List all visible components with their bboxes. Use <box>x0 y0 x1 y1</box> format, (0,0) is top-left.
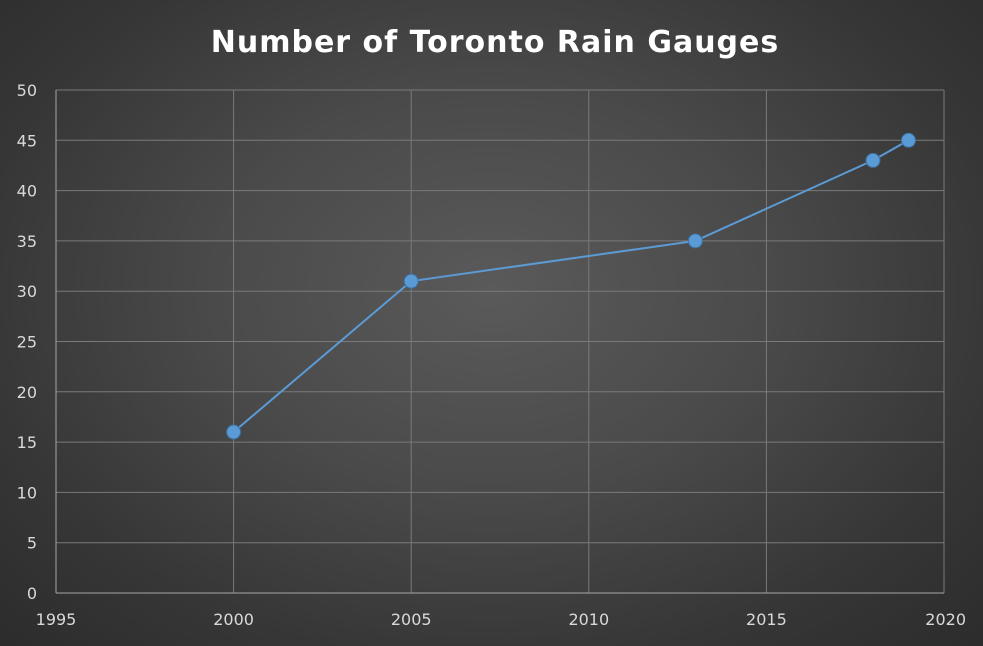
y-tick-label: 20 <box>17 383 37 402</box>
x-axis-tick-labels: 1995 2000 2005 2010 2015 2020 <box>36 610 966 629</box>
data-point <box>687 233 703 249</box>
x-tick-label: 2020 <box>925 610 966 629</box>
x-tick-label: 2005 <box>391 610 432 629</box>
chart-title: Number of Toronto Rain Gauges <box>211 25 779 60</box>
x-tick-label: 2015 <box>746 610 787 629</box>
data-point <box>865 152 881 168</box>
grid <box>56 89 945 593</box>
y-tick-label: 5 <box>27 534 37 553</box>
data-point <box>900 132 916 148</box>
x-tick-label: 2010 <box>568 610 609 629</box>
y-tick-label: 0 <box>27 584 37 603</box>
y-tick-label: 45 <box>17 131 37 150</box>
y-tick-label: 25 <box>17 333 37 352</box>
data-point <box>226 424 242 440</box>
y-tick-label: 30 <box>17 282 37 301</box>
y-tick-label: 15 <box>17 433 37 452</box>
series-line <box>232 139 909 433</box>
y-tick-label: 40 <box>17 182 37 201</box>
y-axis-tick-labels: 0 5 10 15 20 25 30 35 40 45 50 <box>17 81 37 603</box>
data-point <box>403 273 419 289</box>
x-tick-label: 1995 <box>36 610 77 629</box>
axes <box>55 90 944 594</box>
y-tick-label: 35 <box>17 232 37 251</box>
y-tick-label: 50 <box>17 81 37 100</box>
x-tick-label: 2000 <box>213 610 254 629</box>
series-group <box>226 132 916 440</box>
y-tick-label: 10 <box>17 483 37 502</box>
